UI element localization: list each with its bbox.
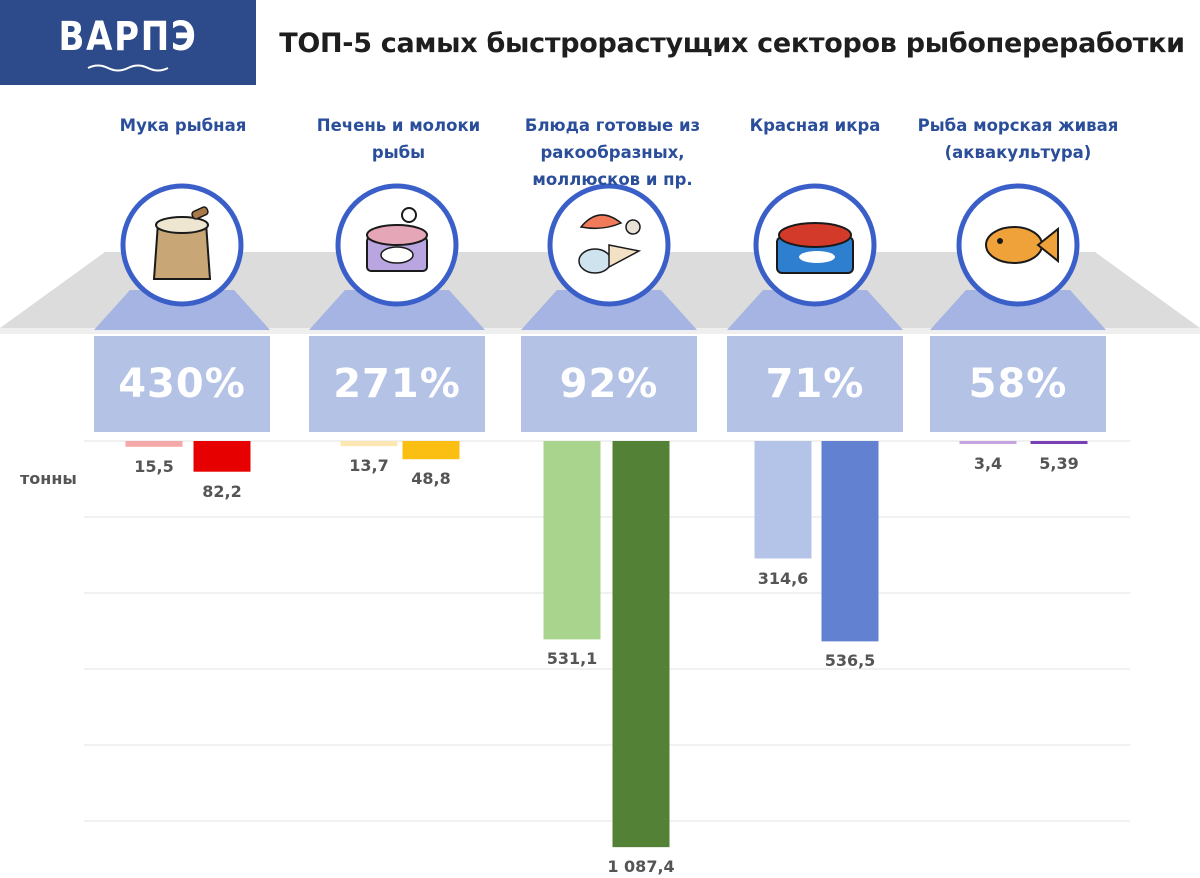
growth-box xyxy=(309,336,485,432)
growth-arrow xyxy=(930,290,1106,330)
growth-box xyxy=(727,336,903,432)
value-label: 1 087,4 xyxy=(607,857,675,877)
value-label: 15,5 xyxy=(134,456,174,476)
bar xyxy=(125,441,183,447)
flour-sack-icon xyxy=(152,206,212,280)
unit-label: тонны xyxy=(20,469,77,488)
value-label: 536,5 xyxy=(824,651,876,671)
growth-box xyxy=(94,336,270,432)
growth-pct-2: 92% xyxy=(559,361,659,407)
bar xyxy=(193,441,251,472)
seafood-icon xyxy=(578,214,642,274)
value-label: 314,6 xyxy=(757,568,809,588)
category-label-2: Блюда готовые из ракообразных, моллюсков… xyxy=(524,116,701,189)
category-label-0: Мука рыбная xyxy=(119,116,247,135)
growth-arrow xyxy=(309,290,485,330)
growth-box xyxy=(930,336,1106,432)
value-label: 3,4 xyxy=(973,454,1003,473)
bar xyxy=(543,441,601,640)
value-label: 5,39 xyxy=(1039,454,1079,473)
logo: ВАРПЭ xyxy=(58,14,198,60)
value-label: 531,1 xyxy=(546,649,598,669)
fish-can-icon xyxy=(366,207,428,272)
growth-box xyxy=(521,336,697,432)
bar xyxy=(959,441,1017,444)
value-label: 13,7 xyxy=(349,456,389,476)
growth-pct-1: 271% xyxy=(333,361,461,407)
value-label: 82,2 xyxy=(202,481,242,501)
growth-pct-0: 430% xyxy=(118,361,246,407)
caviar-can-icon xyxy=(776,222,854,274)
page-title: ТОП-5 самых быстрорастущих секторов рыбо… xyxy=(279,28,1185,59)
bar xyxy=(612,441,670,848)
logo-banner: ВАРПЭ xyxy=(0,0,256,85)
category-label-4: Рыба морская живая (аквакультура) xyxy=(917,116,1119,162)
bar xyxy=(340,441,398,447)
growth-arrow xyxy=(521,290,697,330)
fish-icon xyxy=(985,226,1059,264)
growth-pct-3: 71% xyxy=(765,361,865,407)
bar xyxy=(821,441,879,642)
growth-arrow xyxy=(727,290,903,330)
logo-wave-icon xyxy=(87,64,169,72)
category-label-3: Красная икра xyxy=(749,116,881,135)
category-label-1: Печень и молоки рыбы xyxy=(316,116,481,162)
bar xyxy=(402,441,460,460)
bar xyxy=(1030,441,1088,444)
growth-arrow xyxy=(94,290,270,330)
growth-pct-4: 58% xyxy=(968,361,1068,407)
bar xyxy=(754,441,812,559)
value-label: 48,8 xyxy=(411,469,451,489)
